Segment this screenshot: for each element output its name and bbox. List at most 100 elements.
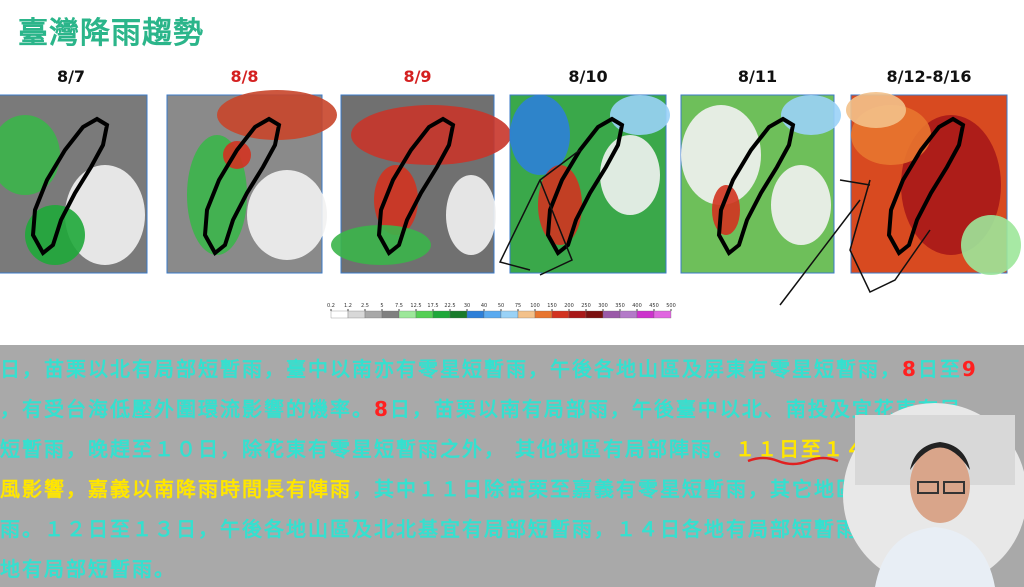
text-segment: 雨。１２日至１３日，午後各地山區及北北基宜有局部短暫雨，１４日各地有局部短暫雨 — [0, 517, 858, 541]
text-segment: 地有局部短暫雨。 — [0, 557, 176, 581]
colorbar-cell — [602, 310, 621, 319]
colorbar-cell — [330, 310, 349, 319]
rain-area — [846, 92, 906, 128]
colorbar-cell — [500, 310, 519, 319]
taiwan-outline — [545, 116, 625, 257]
colorbar-cell — [619, 310, 638, 319]
colorbar-label: 450 — [649, 303, 659, 309]
colorbar-label: 1.2 — [344, 303, 352, 309]
underline — [747, 456, 839, 466]
rain-area — [65, 165, 145, 265]
text-segment: 短暫雨，晚趕至１０日，除花東有零星短暫雨之外， 其他地區有局部陣雨。 — [0, 437, 735, 461]
rain-area — [610, 95, 670, 135]
colorbar-label: 150 — [547, 303, 557, 309]
rain-area — [247, 170, 327, 260]
text-segment: １１日至１４ — [734, 437, 867, 461]
colorbar-cell — [568, 310, 587, 319]
colorbar-cell — [432, 310, 451, 319]
presenter — [855, 415, 1015, 587]
map — [0, 94, 148, 274]
colorbar-label: 50 — [498, 303, 504, 309]
rain-area — [351, 105, 511, 165]
panel-date: 8/11 — [738, 67, 777, 86]
taiwan-outline — [886, 116, 966, 257]
taiwan-outline — [376, 116, 456, 257]
colorbar-label: 30 — [464, 303, 470, 309]
colorbar-cell — [415, 310, 434, 319]
colorbar-label: 350 — [615, 303, 625, 309]
colorbar-cell — [636, 310, 655, 319]
map — [509, 94, 670, 274]
colorbar-label: 5 — [380, 303, 383, 309]
colorbar-cell — [466, 310, 485, 319]
text-line: 地有局部短暫雨。 — [0, 553, 176, 582]
text-line: 日，苗栗以北有局部短暫雨，臺中以南亦有零星短暫雨，午後各地山區及屏東有零星短暫雨… — [0, 353, 978, 382]
text-segment: 9 — [961, 357, 978, 381]
rain-area — [781, 95, 841, 135]
panel-date: 8/9 — [403, 67, 431, 86]
rain-area — [331, 225, 431, 265]
colorbar-label: 17.5 — [427, 303, 438, 309]
text-segment: 日，苗栗以北有局部短暫雨，臺中以南亦有零星短暫雨，午後各地山區及屏東有零星短暫雨… — [0, 357, 902, 381]
colorbar-cell — [449, 310, 468, 319]
colorbar-label: 300 — [598, 303, 608, 309]
colorbar-cell — [585, 310, 604, 319]
panel-date: 8/10 — [568, 67, 607, 86]
colorbar-label: 250 — [581, 303, 591, 309]
rain-area — [681, 105, 761, 205]
text-segment: ，有受台海低壓外圍環流影響的機率。 — [0, 397, 374, 421]
map — [331, 94, 511, 274]
colorbar-label: 200 — [564, 303, 574, 309]
rain-area — [217, 90, 337, 140]
colorbar-cell — [347, 310, 366, 319]
colorbar-label: 2.5 — [361, 303, 369, 309]
text-segment: 日至 — [917, 357, 962, 381]
map — [846, 92, 1021, 275]
colorbar-cell — [364, 310, 383, 319]
rain-area — [600, 135, 660, 215]
sketch — [498, 149, 581, 276]
colorbar-cell — [398, 310, 417, 319]
colorbar-cell — [483, 310, 502, 319]
slide-title: 臺灣降雨趨勢 — [18, 16, 204, 51]
text-segment: ，其中１１日除苗栗至嘉義有零星短暫雨，其它地區 — [352, 477, 858, 501]
rain-area — [961, 215, 1021, 275]
rain-area — [446, 175, 496, 255]
taiwan-outline — [716, 116, 796, 257]
colorbar-label: 12.5 — [410, 303, 421, 309]
map — [166, 90, 337, 274]
text-line: 短暫雨，晚趕至１０日，除花東有零星短暫雨之外， 其他地區有局部陣雨。１１日至１４ — [0, 433, 867, 462]
colorbar-label: 7.5 — [395, 303, 403, 309]
maps: 8/7 8/8 8/9 8/10 8/11 8/12-8/16 0.2 1.2 2.5 5 7.5 1… — [0, 67, 1021, 319]
taiwan-outline — [30, 116, 110, 257]
text-segment: 8 — [374, 397, 390, 421]
panel-date: 8/7 — [57, 67, 85, 86]
colorbar-cell — [551, 310, 570, 319]
text-line: 風影響，嘉義以南降雨時間長有陣雨，其中１１日除苗栗至嘉義有零星短暫雨，其它地區 — [0, 473, 858, 502]
rain-area — [771, 165, 831, 245]
colorbar-cell — [653, 310, 672, 319]
text-segment: 8 — [902, 357, 918, 381]
forecast-text: 日，苗栗以北有局部短暫雨，臺中以南亦有零星短暫雨，午後各地山區及屏東有零星短暫雨… — [0, 345, 1024, 587]
panel-date: 8/12-8/16 — [886, 67, 971, 86]
rain-area — [0, 115, 60, 195]
colorbar-label: 400 — [632, 303, 642, 309]
map — [680, 94, 841, 274]
text-line: 雨。１２日至１３日，午後各地山區及北北基宜有局部短暫雨，１４日各地有局部短暫雨 — [0, 513, 858, 542]
colorbar-label: 40 — [481, 303, 487, 309]
sketch — [779, 179, 931, 306]
colorbar-label: 75 — [515, 303, 521, 309]
text-segment: 風影響，嘉義以南降雨時間長有陣雨 — [0, 477, 352, 501]
overlay — [747, 403, 1024, 587]
colorbar-label: 100 — [530, 303, 540, 309]
panel-date: 8/8 — [230, 67, 258, 86]
colorbar-cell — [381, 310, 400, 319]
colorbar-label: 500 — [666, 303, 676, 309]
colorbar-cell — [517, 310, 536, 319]
colorbar-cell — [534, 310, 553, 319]
rain-area — [510, 95, 570, 175]
colorbar-label: 22.5 — [444, 303, 455, 309]
taiwan-outline — [202, 116, 282, 257]
colorbar-label: 0.2 — [327, 303, 335, 309]
